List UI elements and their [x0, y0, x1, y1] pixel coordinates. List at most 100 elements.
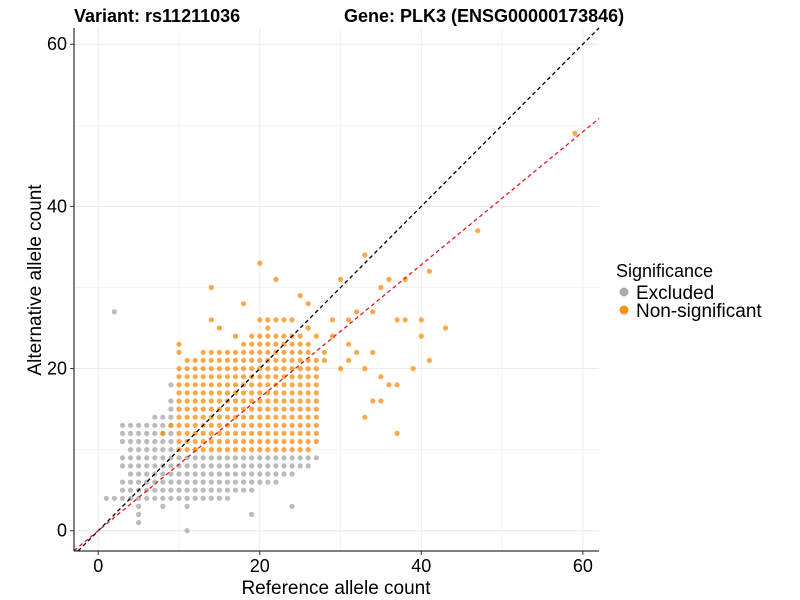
data-point: [192, 398, 198, 404]
data-point: [232, 438, 239, 445]
data-point: [313, 414, 319, 420]
data-point: [281, 366, 287, 372]
data-point: [418, 333, 424, 339]
data-point: [232, 349, 239, 355]
data-point: [144, 455, 150, 461]
data-point: [249, 382, 255, 388]
data-point: [232, 357, 239, 363]
data-point: [297, 341, 303, 347]
data-point: [200, 447, 206, 453]
data-point: [346, 317, 352, 323]
data-point: [281, 349, 287, 355]
data-point: [265, 406, 271, 412]
data-point: [426, 268, 432, 274]
data-point: [289, 317, 295, 323]
legend: Significance Excluded Non-significant: [616, 261, 762, 322]
data-point: [241, 406, 247, 412]
data-point: [184, 414, 190, 420]
data-point: [257, 349, 263, 355]
data-point: [192, 366, 198, 372]
data-point: [224, 357, 231, 363]
data-point: [216, 487, 222, 493]
data-point: [265, 382, 271, 388]
data-point: [224, 479, 231, 485]
data-point: [386, 276, 392, 282]
data-point: [281, 463, 287, 469]
data-point: [152, 430, 158, 436]
data-point: [265, 438, 271, 445]
data-point: [265, 341, 271, 347]
data-point: [281, 406, 287, 412]
data-point: [257, 317, 263, 323]
data-point: [184, 398, 190, 404]
data-point: [192, 374, 198, 380]
data-point: [119, 495, 126, 501]
data-point: [394, 430, 400, 436]
data-point: [119, 430, 126, 436]
data-point: [257, 341, 263, 347]
data-point: [273, 374, 279, 380]
grid: [74, 28, 599, 551]
data-point: [297, 366, 303, 372]
data-point: [241, 487, 247, 493]
data-point: [184, 495, 190, 501]
data-point: [224, 455, 231, 461]
data-point: [362, 366, 368, 372]
y-tick-label: 60: [47, 34, 67, 54]
x-axis-title: Reference allele count: [241, 578, 431, 599]
data-point: [249, 422, 255, 428]
data-point: [378, 374, 384, 380]
data-point: [136, 511, 142, 518]
data-point: [273, 366, 279, 372]
data-point: [136, 463, 142, 469]
data-point: [257, 260, 263, 266]
data-point: [192, 414, 198, 420]
data-point: [257, 374, 263, 380]
data-points: [103, 130, 578, 534]
data-point: [119, 455, 126, 461]
axes: [73, 28, 599, 552]
data-point: [176, 341, 182, 347]
data-point: [208, 438, 214, 445]
data-point: [216, 366, 222, 372]
y-tick-label: 0: [57, 521, 67, 541]
data-point: [216, 382, 222, 388]
data-point: [232, 374, 239, 380]
data-point: [265, 366, 271, 372]
data-point: [297, 430, 303, 436]
data-point: [168, 447, 174, 453]
data-point: [168, 438, 174, 445]
data-point: [119, 479, 126, 485]
data-point: [127, 438, 134, 445]
data-point: [265, 333, 271, 339]
data-point: [208, 495, 214, 501]
data-point: [232, 382, 239, 388]
data-point: [192, 357, 198, 363]
data-point: [200, 430, 206, 436]
data-point: [297, 382, 303, 388]
data-point: [265, 325, 271, 331]
data-point: [410, 366, 416, 372]
data-point: [394, 382, 400, 388]
data-point: [281, 422, 287, 428]
data-point: [208, 406, 214, 412]
data-point: [289, 390, 295, 396]
data-point: [184, 503, 190, 509]
data-point: [249, 438, 255, 445]
data-point: [216, 398, 222, 404]
data-point: [208, 398, 214, 404]
data-point: [305, 463, 311, 469]
data-point: [362, 414, 368, 420]
data-point: [249, 349, 255, 355]
data-point: [103, 495, 109, 501]
data-point: [216, 479, 222, 485]
data-point: [216, 390, 222, 396]
data-point: [281, 357, 287, 363]
data-point: [241, 447, 247, 453]
data-point: [168, 463, 174, 469]
data-point: [216, 447, 222, 453]
data-point: [249, 430, 255, 436]
data-point: [119, 422, 126, 428]
data-point: [305, 390, 311, 396]
data-point: [273, 430, 279, 436]
